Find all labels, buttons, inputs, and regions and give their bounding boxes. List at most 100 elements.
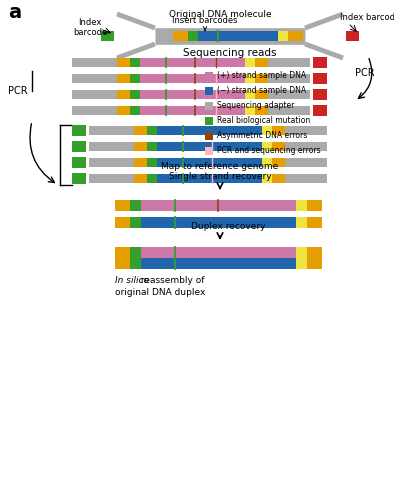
Bar (255, 90, 268, 99)
Bar (117, 58, 130, 67)
Bar (140, 58, 245, 67)
Bar (130, 58, 140, 67)
Bar (130, 247, 141, 269)
Bar (157, 158, 262, 167)
Bar (89, 158, 134, 167)
Text: Duplex recovery: Duplex recovery (191, 222, 265, 231)
Text: PCR and sequencing errors: PCR and sequencing errors (217, 146, 321, 155)
Bar (313, 89, 327, 100)
Bar (262, 126, 272, 135)
Bar (147, 158, 157, 167)
Bar (313, 105, 327, 116)
Bar (307, 247, 322, 269)
Bar (268, 74, 310, 83)
Bar (313, 57, 327, 68)
Bar (115, 200, 130, 211)
Bar (134, 174, 147, 183)
Bar (205, 117, 213, 125)
Bar (72, 173, 86, 184)
Text: Original DNA molecule: Original DNA molecule (169, 10, 271, 19)
Bar (255, 106, 268, 115)
Bar (278, 31, 288, 41)
Bar (262, 158, 272, 167)
Bar (130, 74, 140, 83)
Text: Index
barcode: Index barcode (73, 18, 107, 37)
Text: PCR: PCR (8, 86, 28, 96)
Bar (296, 200, 307, 211)
Bar (72, 90, 117, 99)
Bar (72, 106, 117, 115)
Bar (205, 72, 213, 80)
Bar (147, 126, 157, 135)
Bar (188, 31, 198, 41)
Bar (268, 58, 310, 67)
Text: a: a (8, 3, 21, 22)
Bar (72, 58, 117, 67)
Bar (268, 90, 310, 99)
Bar (205, 102, 213, 110)
Text: Sequencing reads: Sequencing reads (183, 48, 277, 58)
Bar (285, 126, 327, 135)
Bar (262, 174, 272, 183)
Bar (285, 174, 327, 183)
Bar (268, 106, 310, 115)
Bar (130, 90, 140, 99)
Bar (245, 106, 255, 115)
Bar (117, 74, 130, 83)
Bar (307, 217, 322, 228)
Bar (72, 125, 86, 136)
Bar (205, 147, 213, 155)
Bar (288, 31, 303, 41)
Bar (272, 126, 285, 135)
Bar (307, 200, 322, 211)
Bar (147, 174, 157, 183)
Bar (157, 174, 262, 183)
Bar (272, 158, 285, 167)
Bar (147, 142, 157, 151)
Bar (72, 157, 86, 168)
Bar (313, 73, 327, 84)
Bar (115, 217, 130, 228)
Bar (130, 217, 141, 228)
Bar (130, 200, 141, 211)
Bar (262, 142, 272, 151)
Bar (140, 90, 245, 99)
Bar (101, 31, 114, 41)
Bar (141, 258, 296, 269)
Text: original DNA duplex: original DNA duplex (115, 288, 205, 297)
Text: Real biological mutation: Real biological mutation (217, 116, 310, 125)
Bar (117, 90, 130, 99)
Bar (141, 200, 296, 211)
Bar (141, 247, 296, 258)
Text: (−) strand sample DNA: (−) strand sample DNA (217, 86, 306, 95)
Bar (141, 217, 296, 228)
Bar (272, 174, 285, 183)
Bar (346, 31, 359, 41)
Bar (89, 174, 134, 183)
Bar (140, 106, 245, 115)
Bar (245, 58, 255, 67)
Bar (205, 132, 213, 140)
Bar (134, 126, 147, 135)
Bar (245, 90, 255, 99)
Bar (72, 74, 117, 83)
Bar (157, 142, 262, 151)
Bar (117, 106, 130, 115)
Text: Map to reference genome
Single strand recovery: Map to reference genome Single strand re… (162, 162, 279, 181)
Text: In silico: In silico (115, 276, 149, 285)
Bar (89, 142, 134, 151)
Text: Asymmetric DNA errors: Asymmetric DNA errors (217, 131, 307, 140)
Text: PCR: PCR (355, 68, 375, 78)
Bar (285, 142, 327, 151)
Bar (72, 141, 86, 152)
Bar (255, 58, 268, 67)
Bar (173, 31, 188, 41)
Bar (130, 106, 140, 115)
Bar (285, 158, 327, 167)
Bar (89, 126, 134, 135)
Bar (255, 74, 268, 83)
Text: Insert barcodes: Insert barcodes (172, 16, 238, 30)
Bar (157, 126, 262, 135)
Text: Sequencing adapter: Sequencing adapter (217, 101, 294, 110)
Text: reassembly of: reassembly of (138, 276, 204, 285)
